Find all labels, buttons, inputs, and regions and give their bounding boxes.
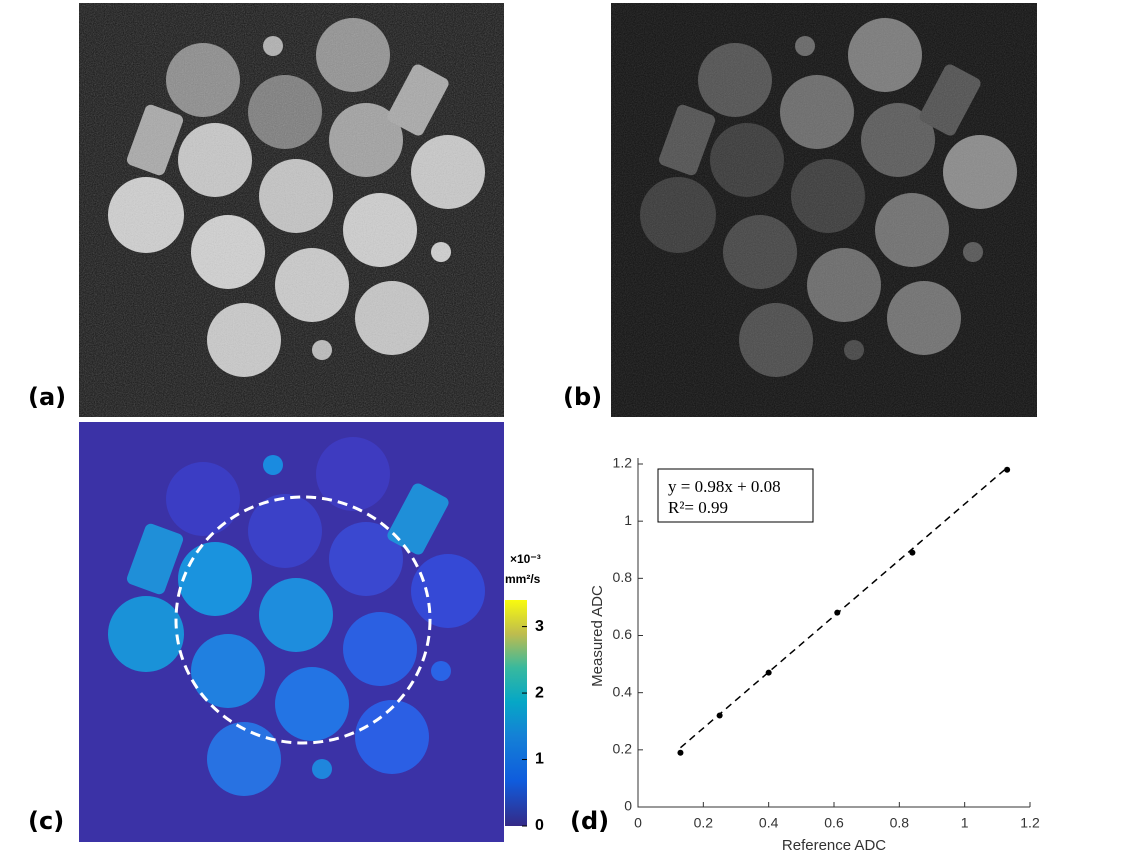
colorbar-unit: ×10⁻³ bbox=[510, 552, 541, 566]
phantom-vial bbox=[275, 667, 349, 741]
y-tick-label: 0.2 bbox=[613, 741, 633, 757]
phantom-vial bbox=[126, 523, 184, 595]
panel-label: (b) bbox=[563, 383, 602, 411]
noise bbox=[611, 3, 1037, 417]
data-point bbox=[716, 712, 723, 719]
x-tick-label: 0.2 bbox=[694, 815, 714, 831]
colorbar-tick-label: 3 bbox=[535, 618, 544, 635]
phantom-vial bbox=[248, 494, 322, 568]
y-tick-label: 0.4 bbox=[613, 683, 633, 699]
panel-label: (c) bbox=[28, 807, 64, 835]
phantom-vial bbox=[355, 700, 429, 774]
x-axis-label: Reference ADC bbox=[782, 837, 886, 854]
y-tick-label: 0 bbox=[624, 798, 632, 814]
y-axis-label: Measured ADC bbox=[589, 585, 606, 687]
x-tick-label: 0.8 bbox=[890, 815, 910, 831]
panel-label: (a) bbox=[28, 383, 66, 411]
phantom-vial bbox=[329, 522, 403, 596]
data-point bbox=[765, 669, 772, 676]
phantom-vial bbox=[178, 542, 252, 616]
y-tick-label: 0.8 bbox=[613, 569, 633, 585]
phantom-vial bbox=[312, 759, 332, 779]
x-tick-label: 0.6 bbox=[824, 815, 844, 831]
roi-circle bbox=[174, 495, 432, 745]
colorbar bbox=[505, 600, 527, 826]
x-tick-label: 0 bbox=[634, 815, 642, 831]
colorbar-tick-label: 1 bbox=[535, 751, 544, 768]
colorbar-unit: mm²/s bbox=[505, 572, 541, 586]
phantom-vial bbox=[108, 596, 184, 672]
data-point bbox=[834, 609, 841, 616]
phantom-vial bbox=[259, 578, 333, 652]
data-point bbox=[677, 749, 684, 756]
y-tick-label: 1.2 bbox=[613, 455, 633, 471]
phantom-vial bbox=[387, 483, 449, 555]
data-point bbox=[1004, 466, 1011, 473]
annotation: y = 0.98x + 0.08 bbox=[668, 477, 781, 496]
x-tick-label: 0.4 bbox=[759, 815, 779, 831]
phantom-vial bbox=[411, 554, 485, 628]
phantom-vial bbox=[191, 634, 265, 708]
phantom-vial bbox=[343, 612, 417, 686]
noise bbox=[79, 3, 504, 417]
phantom-vial bbox=[316, 437, 390, 511]
phantom-vial bbox=[263, 455, 283, 475]
y-tick-label: 1 bbox=[624, 512, 632, 528]
phantom-vial bbox=[431, 661, 451, 681]
x-tick-label: 1 bbox=[961, 815, 969, 831]
colorbar-tick-label: 2 bbox=[535, 684, 544, 701]
annotation-box bbox=[657, 468, 814, 523]
y-tick-label: 0.6 bbox=[613, 626, 633, 642]
phantom-vial bbox=[166, 462, 240, 536]
data-point bbox=[909, 549, 916, 556]
panel-label: (d) bbox=[570, 807, 609, 835]
x-tick-label: 1.2 bbox=[1020, 815, 1040, 831]
annotation: R²= 0.99 bbox=[668, 498, 728, 517]
phantom-vial bbox=[207, 722, 281, 796]
colorbar-tick-label: 0 bbox=[535, 817, 544, 834]
